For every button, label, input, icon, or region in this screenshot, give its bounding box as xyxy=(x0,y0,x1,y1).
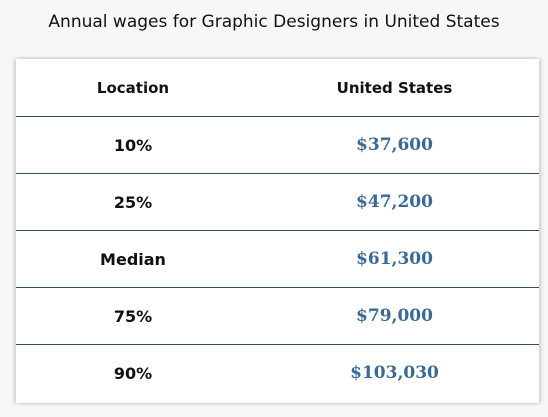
table-header-row: Location United States xyxy=(16,59,539,117)
page-title: Annual wages for Graphic Designers in Un… xyxy=(48,12,500,32)
wage-value-90th-percentile: $103,030 xyxy=(350,363,439,384)
wage-value-25th-percentile: $47,200 xyxy=(250,173,539,231)
column-header-united-states: United States xyxy=(250,59,539,117)
column-header-location: Location xyxy=(16,59,250,117)
table-row: 25% $47,200 xyxy=(16,173,539,231)
wage-value-75th-percentile: $79,000 xyxy=(250,287,539,345)
row-label-median: Median xyxy=(16,230,250,288)
table-row: Median $61,300 xyxy=(16,230,539,288)
table-row: 10% $37,600 xyxy=(16,116,539,174)
wage-value-median: $61,300 xyxy=(250,230,539,288)
wage-value-10th-percentile: $37,600 xyxy=(250,116,539,174)
table-row: 75% $79,000 xyxy=(16,287,539,345)
wage-table-card: Location United States 10% $37,600 25% $… xyxy=(16,59,539,403)
row-label-75th-percentile: 75% xyxy=(16,287,250,345)
wage-table: Location United States 10% $37,600 25% $… xyxy=(16,59,539,402)
row-label-90th-percentile: 90% xyxy=(113,363,153,383)
row-label-25th-percentile: 25% xyxy=(16,173,250,231)
row-label-10th-percentile: 10% xyxy=(16,116,250,174)
table-row: 90% $103,030 xyxy=(16,345,539,402)
